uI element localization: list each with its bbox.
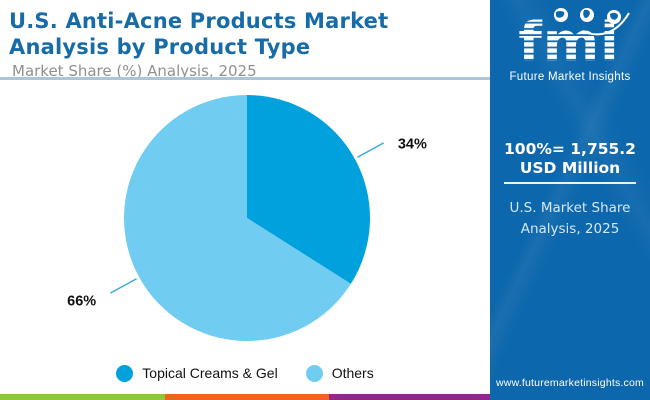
chart-legend: Topical Creams & Gel Others [0, 360, 490, 386]
market-note-line2: Analysis, 2025 [520, 221, 620, 237]
legend-item-topical-creams-gel: Topical Creams & Gel [116, 364, 278, 382]
pie-value-label: 66% [67, 294, 96, 310]
fmi-logo: fmi Future Market Insights [490, 5, 650, 83]
market-note: U.S. Market Share Analysis, 2025 [500, 198, 640, 240]
legend-swatch-icon [305, 364, 323, 382]
globe-asia-icon [607, 10, 621, 24]
sidebar-divider [504, 182, 636, 184]
legend-label: Others [331, 364, 374, 381]
leader-line [109, 278, 137, 294]
page-title-line1: U.S. Anti-Acne Products Market [9, 9, 389, 33]
chart-panel: U.S. Anti-Acne Products Market Analysis … [0, 0, 495, 400]
brand-name: Future Market Insights [509, 71, 631, 83]
stripe-orange [164, 394, 330, 400]
brand-sidebar: fmi Future Market Insights 100%= 1,755.2… [490, 0, 650, 400]
website-link[interactable]: www.futuremarketinsights.com [496, 377, 644, 389]
globe-europe-africa-icon [580, 8, 594, 22]
legend-item-others: Others [305, 364, 374, 382]
pie-chart: 34% 66% [67, 95, 427, 341]
pie-slice-others [123, 95, 351, 341]
globe-americas-icon [554, 8, 568, 22]
fmi-logo-graphic: fmi [518, 8, 630, 74]
swoosh-icon [581, 12, 630, 36]
stripe-green [0, 394, 165, 400]
page-title: U.S. Anti-Acne Products Market Analysis … [9, 8, 490, 60]
legend-label: Topical Creams & Gel [142, 364, 278, 381]
legend-swatch-icon [116, 364, 134, 382]
page-title-line2: Analysis by Product Type [9, 35, 311, 59]
stripe-purple [329, 394, 495, 400]
header: U.S. Anti-Acne Products Market Analysis … [0, 0, 490, 80]
market-note-line1: U.S. Market Share [509, 200, 631, 216]
page-subtitle: Market Share (%) Analysis, 2025 [12, 62, 257, 80]
market-total-value: 100%= 1,755.2 USD Million [504, 140, 636, 177]
footer-color-stripe [0, 394, 495, 400]
fmi-logo-text: fmi [518, 11, 619, 65]
header-divider [0, 77, 490, 80]
leader-line [357, 142, 385, 158]
pie-value-label: 34% [398, 136, 427, 152]
pie-slice-topical-creams-gel [247, 95, 371, 284]
